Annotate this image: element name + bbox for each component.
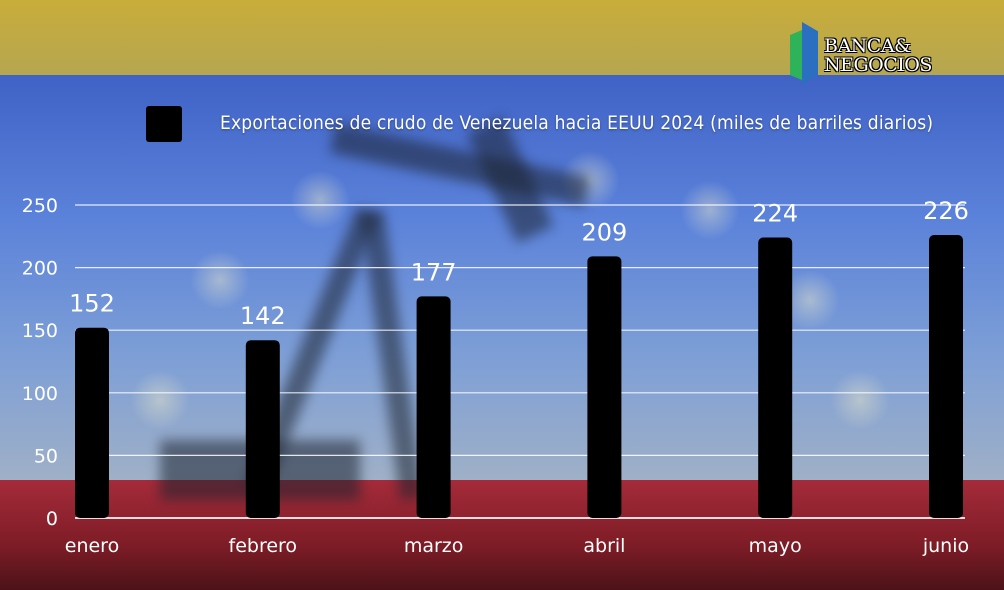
- value-label: 209: [581, 218, 627, 246]
- flag-star: [830, 370, 890, 430]
- flag-star: [190, 250, 250, 310]
- bar: [929, 235, 963, 518]
- legend-label: Exportaciones de crudo de Venezuela haci…: [220, 112, 934, 134]
- value-label: 177: [411, 258, 457, 286]
- x-category-label: febrero: [229, 535, 298, 557]
- y-tick-label: 50: [34, 445, 58, 467]
- value-label: 152: [69, 290, 115, 318]
- logo-mark-icon: [790, 22, 820, 84]
- flag-star: [680, 180, 740, 240]
- y-tick-label: 150: [22, 320, 58, 342]
- logo-line-1: BANCA&: [824, 35, 911, 57]
- value-label: 142: [240, 302, 286, 330]
- bar: [416, 296, 451, 518]
- value-label: 226: [923, 197, 969, 225]
- x-category-label: enero: [65, 535, 119, 557]
- y-tick-label: 0: [46, 508, 58, 530]
- brand-logo: BANCA& NEGOCIOS: [790, 22, 950, 84]
- x-axis-labels: enero febrero marzo abril mayo junio: [65, 535, 969, 557]
- value-label: 224: [752, 200, 798, 228]
- flag-star: [290, 170, 350, 230]
- bar: [245, 340, 280, 518]
- value-labels: 152 142 177 209 224 226: [69, 197, 969, 330]
- logo-line-2: NEGOCIOS: [824, 54, 932, 76]
- flag-star: [130, 370, 190, 430]
- y-tick-label: 200: [22, 258, 58, 280]
- x-category-label: abril: [583, 535, 625, 557]
- bars: [75, 235, 963, 518]
- x-category-label: marzo: [404, 535, 464, 557]
- y-tick-label: 250: [22, 195, 58, 217]
- legend-swatch: [146, 106, 182, 142]
- flag-yellow-band: [0, 0, 1004, 75]
- x-category-label: junio: [922, 535, 969, 557]
- gridlines: [75, 204, 965, 519]
- bar: [75, 327, 109, 518]
- x-category-label: mayo: [749, 535, 802, 557]
- y-axis-ticks: 0 50 100 150 200 250: [22, 195, 58, 530]
- bar: [587, 256, 622, 518]
- bar: [758, 237, 793, 518]
- y-tick-label: 100: [22, 383, 58, 405]
